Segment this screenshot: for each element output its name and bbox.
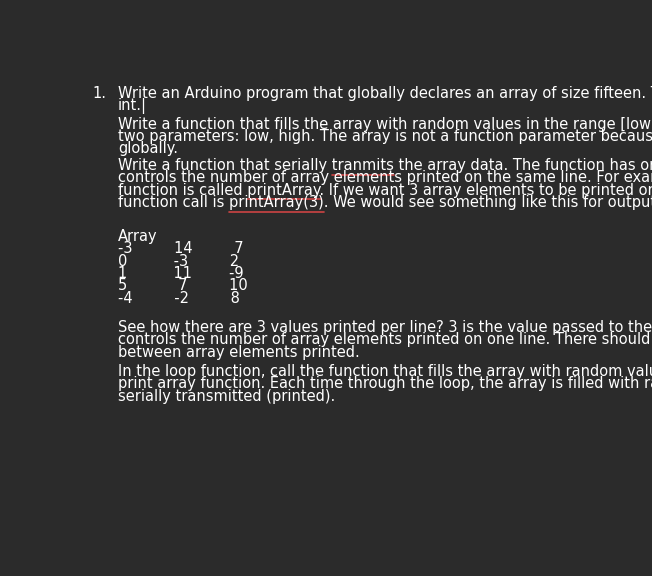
Text: print array function. Each time through the loop, the array is filled with rando: print array function. Each time through … [118,377,652,392]
Text: 1          11        -9: 1 11 -9 [118,266,243,281]
Text: function is called printArray. If we want 3 array elements to be printed on one : function is called printArray. If we wan… [118,183,652,198]
Text: In the loop function, call the function that fills the array with random values : In the loop function, call the function … [118,364,652,379]
Text: 0          -3         2: 0 -3 2 [118,253,239,268]
Text: 5           7         10: 5 7 10 [118,278,248,293]
Text: Write an Arduino program that globally declares an array of size fifteen. The ar: Write an Arduino program that globally d… [118,86,652,101]
Text: globally.: globally. [118,142,178,157]
Text: between array elements printed.: between array elements printed. [118,344,360,359]
Text: serially transmitted (printed).: serially transmitted (printed). [118,389,335,404]
Text: -3         14         7: -3 14 7 [118,241,243,256]
Text: 1.: 1. [93,86,107,101]
Text: function call is printArray(3). We would see something like this for output:: function call is printArray(3). We would… [118,195,652,210]
Text: Write a function that serially tranmits the array data. The function has one par: Write a function that serially tranmits … [118,158,652,173]
Text: Array: Array [118,229,158,244]
Text: -4         -2         8: -4 -2 8 [118,291,240,306]
Text: two parameters: low, high. The array is not a function parameter because it has : two parameters: low, high. The array is … [118,129,652,144]
Text: controls the number of array elements printed on the same line. For example, ass: controls the number of array elements pr… [118,170,652,185]
Text: See how there are 3 values printed per line? 3 is the value passed to the functi: See how there are 3 values printed per l… [118,320,652,335]
Text: int.|: int.| [118,98,147,115]
Text: controls the number of array elements printed on one line. There should be at le: controls the number of array elements pr… [118,332,652,347]
Text: Write a function that fills the array with random values in the range [low, high: Write a function that fills the array wi… [118,116,652,131]
